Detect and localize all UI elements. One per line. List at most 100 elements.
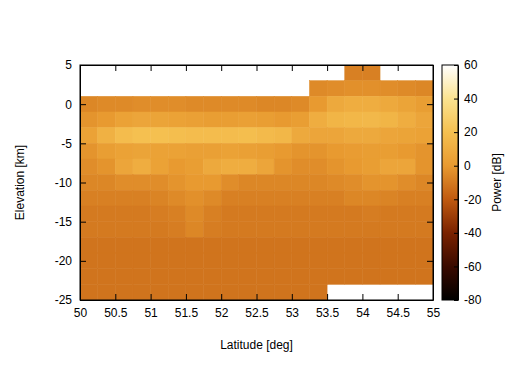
tick: 20 [454, 125, 478, 139]
heat-cell [204, 284, 222, 300]
heat-cell [204, 159, 222, 175]
heat-cell [274, 284, 292, 300]
heat-cell [274, 143, 292, 159]
heat-cell [327, 112, 345, 128]
tick-label: -5 [61, 137, 72, 151]
heat-cell [151, 284, 169, 300]
heat-cell [345, 128, 363, 144]
heat-cell [257, 253, 275, 269]
heat-cell [380, 175, 398, 191]
heat-cell [204, 269, 222, 285]
heat-cell [398, 269, 416, 285]
heat-cell [292, 222, 310, 238]
tick-mark [454, 266, 458, 267]
axis-line [81, 300, 434, 301]
tick-mark [80, 261, 86, 262]
heat-cell [204, 206, 222, 222]
heat-cell [380, 253, 398, 269]
heat-cell [115, 284, 133, 300]
heat-cell [345, 222, 363, 238]
heat-cell [151, 269, 169, 285]
heat-cell [398, 143, 416, 159]
tick: 52 [215, 294, 229, 320]
axis: -80-60-40-200204060 [454, 58, 482, 307]
tick: 0 [65, 98, 86, 112]
heat-cell [133, 175, 151, 191]
heat-cell [327, 269, 345, 285]
heat-cell [398, 206, 416, 222]
tick [427, 222, 433, 223]
tick: -60 [454, 260, 482, 274]
heat-cell [221, 128, 239, 144]
heat-cell [115, 159, 133, 175]
x-axis-title: Latitude [deg] [220, 338, 293, 352]
heat-cell [80, 222, 98, 238]
tick [427, 300, 433, 301]
tick-mark [454, 65, 458, 66]
tick-mark [398, 65, 399, 71]
heat-cell [398, 81, 416, 97]
plot-frame [80, 65, 433, 300]
heat-cell [415, 190, 433, 206]
heat-cell [133, 112, 151, 128]
heat-cell [115, 237, 133, 253]
heat-cell [151, 143, 169, 159]
heat-cell [274, 237, 292, 253]
axis-line [458, 66, 459, 301]
tick-mark [80, 222, 86, 223]
heat-cell [151, 222, 169, 238]
heat-cell [257, 159, 275, 175]
tick [151, 65, 152, 71]
heat-cell [115, 253, 133, 269]
tick [362, 65, 363, 71]
heat-cell [380, 96, 398, 112]
heat-cell [204, 222, 222, 238]
heat-cell [327, 81, 345, 97]
heat-cell [186, 128, 204, 144]
heat-cell [274, 128, 292, 144]
tick [427, 143, 433, 144]
tick-label: 0 [464, 159, 471, 173]
heat-cell [362, 81, 380, 97]
heat-cell [398, 159, 416, 175]
heat-cell [151, 112, 169, 128]
heat-cell [204, 253, 222, 269]
heat-cell [362, 253, 380, 269]
heat-cell [239, 112, 257, 128]
heat-cell [274, 190, 292, 206]
heat-cell [380, 159, 398, 175]
tick-label: 52.5 [245, 306, 269, 320]
heat-cell [80, 159, 98, 175]
heat-cell [98, 206, 116, 222]
heat-cell [98, 175, 116, 191]
heat-cell [221, 222, 239, 238]
heat-cell [133, 128, 151, 144]
heat-cell [115, 175, 133, 191]
tick-mark [454, 166, 458, 167]
heat-cell [168, 96, 186, 112]
tick-mark [454, 199, 458, 200]
colorbar-title: Power [dB] [490, 153, 504, 212]
heat-cell [133, 143, 151, 159]
heat-cell [292, 175, 310, 191]
heat-cell [221, 112, 239, 128]
heat-cell [327, 96, 345, 112]
heat-cell [133, 190, 151, 206]
heat-cell [168, 143, 186, 159]
heat-cell [115, 128, 133, 144]
heat-cell [274, 222, 292, 238]
heat-cell [415, 253, 433, 269]
tick-mark [151, 294, 152, 300]
heat-cell [274, 96, 292, 112]
heat-cell [415, 206, 433, 222]
heat-cell [239, 222, 257, 238]
heat-cell [362, 269, 380, 285]
heat-cell [98, 128, 116, 144]
heat-cell [380, 128, 398, 144]
heat-cell [186, 253, 204, 269]
heat-cell [204, 96, 222, 112]
tick-label: -80 [464, 293, 482, 307]
tick-label: 50 [74, 306, 88, 320]
heat-cell [415, 159, 433, 175]
tick-mark [427, 65, 433, 66]
